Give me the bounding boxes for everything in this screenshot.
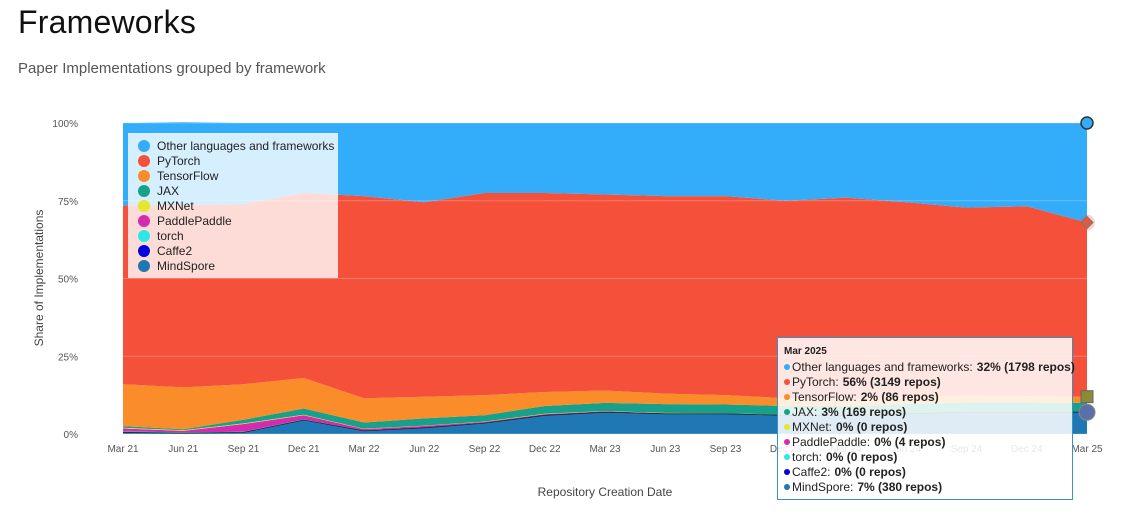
legend-item-tensorflow[interactable]: TensorFlow: [128, 168, 338, 183]
tooltip-dot-icon: [784, 468, 790, 475]
tooltip-series-name: MindSpore:: [792, 479, 854, 494]
hover-markers: [1078, 116, 1096, 421]
tooltip-dot-icon: [784, 453, 790, 460]
legend-item-paddlepaddle[interactable]: PaddlePaddle: [128, 213, 338, 228]
tooltip-series-name: PaddlePaddle:: [792, 434, 871, 449]
y-axis-title: Share of Implementations: [32, 210, 46, 347]
legend-label: MindSpore: [157, 258, 216, 273]
tooltip-date: Mar 2025: [784, 346, 827, 357]
tooltip-series-value: 0% (0 repos): [834, 464, 906, 479]
tooltip-series-value: 56% (3149 repos): [842, 374, 941, 389]
tooltip-dot-icon: [784, 408, 790, 415]
page-subtitle: Paper Implementations grouped by framewo…: [18, 60, 326, 77]
legend-item-pytorch[interactable]: PyTorch: [128, 153, 338, 168]
tooltip-row: Other languages and frameworks: 32% (1798…: [784, 359, 1075, 374]
legend-label: PaddlePaddle: [157, 213, 232, 228]
x-tick-label: Mar 21: [107, 444, 139, 455]
tooltip-series-value: 0% (4 repos): [874, 434, 946, 449]
legend-label: Caffe2: [157, 243, 193, 258]
tooltip-dot-icon: [784, 393, 790, 400]
x-tick-label: Jun 22: [409, 444, 439, 455]
marker-pytorch: [1080, 215, 1094, 230]
y-tick-label: 25%: [58, 352, 78, 363]
legend-item-other-languages-and-frameworks[interactable]: Other languages and frameworks: [128, 138, 338, 153]
tooltip-dot-icon: [784, 363, 790, 370]
legend-item-caffe2[interactable]: Caffe2: [128, 243, 338, 258]
tooltip-row: JAX: 3% (169 repos): [784, 404, 1066, 419]
x-tick-label: Mar 23: [589, 444, 621, 455]
chart-legend: Other languages and frameworks PyTorch Ten…: [128, 133, 338, 278]
legend-label: torch: [157, 228, 184, 243]
tooltip-series-value: 2% (86 repos): [860, 389, 939, 404]
legend-label: JAX: [157, 183, 180, 198]
x-tick-label: Jun 23: [650, 444, 680, 455]
legend-label: TensorFlow: [157, 168, 219, 183]
tooltip-row: torch: 0% (0 repos): [784, 449, 1066, 464]
x-tick-label: Jun 21: [168, 444, 198, 455]
legend-label: Other languages and frameworks: [157, 138, 335, 153]
tooltip-dot-icon: [784, 483, 790, 490]
x-tick-label: Sep 22: [469, 444, 501, 455]
tooltip-row: Caffe2: 0% (0 repos): [784, 464, 1066, 479]
legend-marker-icon: [138, 169, 150, 182]
tooltip-series-value: 0% (0 repos): [836, 419, 908, 434]
tooltip-series-name: PyTorch:: [792, 374, 839, 389]
tooltip-series-name: JAX:: [792, 404, 818, 419]
tooltip-dot-icon: [784, 438, 790, 445]
tooltip-series-name: torch:: [792, 449, 823, 464]
legend-marker-icon: [138, 259, 150, 272]
tooltip-row: PaddlePaddle: 0% (4 repos): [784, 434, 1066, 449]
y-tick-label: 0%: [64, 430, 79, 441]
x-axis-title: Repository Creation Date: [538, 485, 673, 499]
legend-marker-icon: [138, 214, 150, 227]
page-title: Frameworks: [18, 4, 197, 40]
marker-mindspore: [1078, 403, 1096, 421]
tooltip-rows: Other languages and frameworks: 32% (1798…: [784, 359, 1075, 494]
tooltip-series-value: 0% (0 repos): [826, 449, 898, 464]
legend-marker-icon: [138, 154, 150, 167]
tooltip-series-name: TensorFlow:: [792, 389, 857, 404]
x-tick-label: Dec 22: [529, 444, 561, 455]
y-tick-label: 75%: [58, 197, 78, 208]
legend-marker-icon: [138, 199, 150, 212]
x-tick-label: Sep 21: [228, 444, 260, 455]
tooltip-row: MXNet: 0% (0 repos): [784, 419, 1066, 434]
legend-item-mindspore[interactable]: MindSpore: [128, 258, 338, 273]
y-tick-label: 100%: [52, 119, 78, 130]
legend-label: MXNet: [157, 198, 194, 213]
area-tensorflow[interactable]: [123, 378, 1087, 430]
marker-other: [1080, 116, 1094, 130]
x-tick-label: Mar 25: [1071, 444, 1103, 455]
x-tick-label: Dec 21: [288, 444, 320, 455]
legend-marker-icon: [138, 139, 150, 152]
tooltip-series-value: 7% (380 repos): [857, 479, 943, 494]
tooltip-row: PyTorch: 56% (3149 repos): [784, 374, 1066, 389]
tooltip-series-value: 32% (1798 repos): [976, 359, 1075, 374]
legend-item-torch[interactable]: torch: [128, 228, 338, 243]
x-tick-label: Sep 23: [710, 444, 742, 455]
tooltip-row: MindSpore: 7% (380 repos): [784, 479, 1066, 494]
tooltip-row: TensorFlow: 2% (86 repos): [784, 389, 1066, 404]
legend-marker-icon: [138, 229, 150, 242]
x-tick-label: Mar 22: [348, 444, 380, 455]
chart-tooltip: Mar 2025 Other languages and frameworks:…: [777, 337, 1075, 500]
legend-marker-icon: [138, 244, 150, 257]
tooltip-series-name: Other languages and frameworks:: [792, 359, 973, 374]
tooltip-series-value: 3% (169 repos): [821, 404, 907, 419]
tooltip-series-name: MXNet:: [792, 419, 833, 434]
y-tick-label: 50%: [58, 275, 78, 286]
area-other-languages-and-frameworks[interactable]: [123, 122, 1087, 223]
area-paddlepaddle[interactable]: [123, 411, 1087, 433]
legend-item-jax[interactable]: JAX: [128, 183, 338, 198]
legend-label: PyTorch: [157, 153, 201, 168]
legend-marker-icon: [138, 184, 150, 197]
legend-item-mxnet[interactable]: MXNet: [128, 198, 338, 213]
y-axis-ticks: 0% 25% 50% 75% 100%: [52, 119, 78, 441]
tooltip-series-name: Caffe2:: [792, 464, 831, 479]
tooltip-dot-icon: [784, 423, 790, 430]
tooltip-dot-icon: [784, 378, 790, 385]
marker-tensorflow: [1080, 390, 1094, 404]
